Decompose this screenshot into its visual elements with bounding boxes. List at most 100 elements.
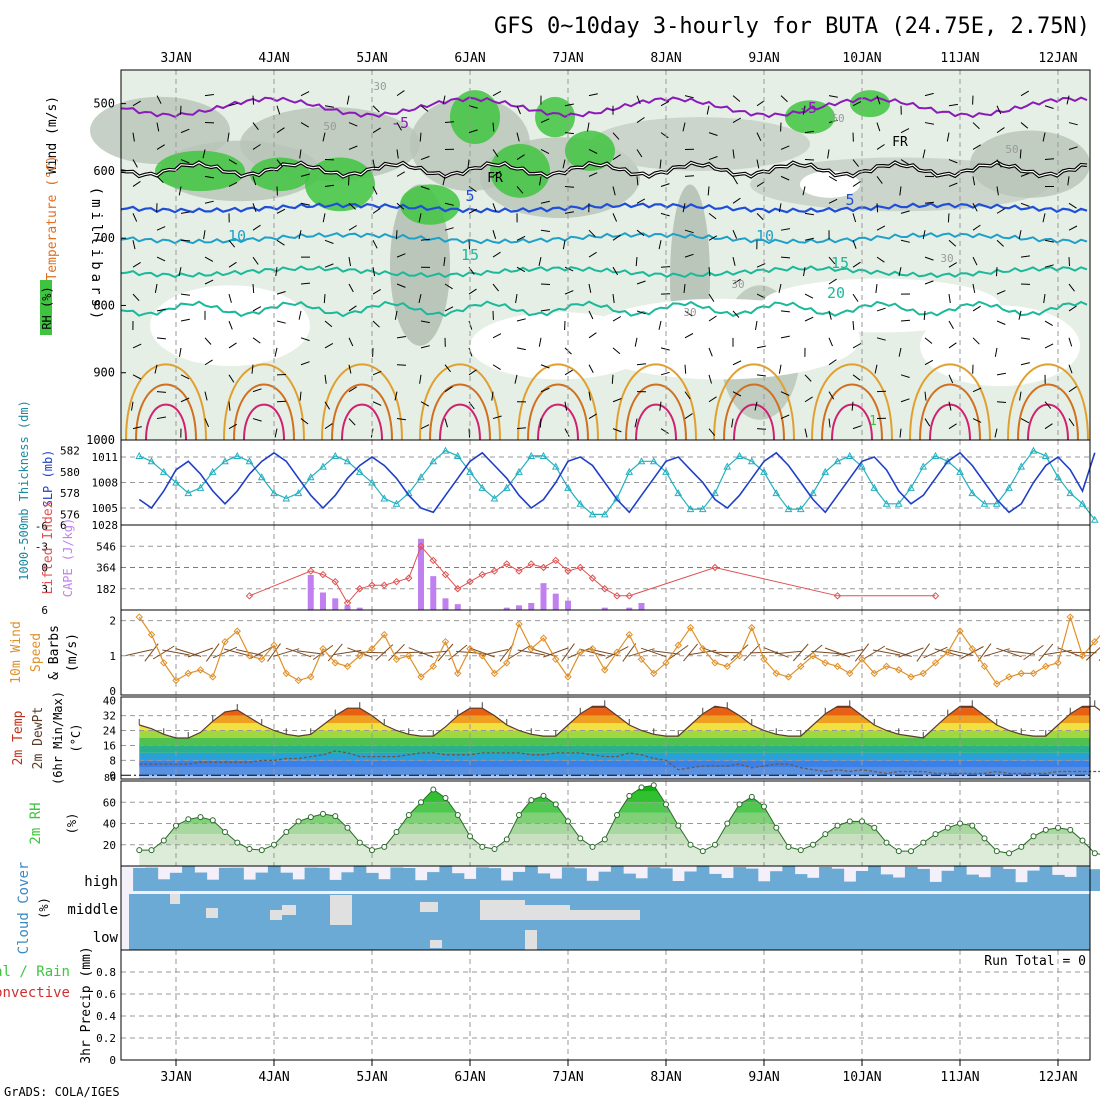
slp-axis-label: SLP (mb) [41, 450, 55, 508]
wind-point [429, 662, 437, 671]
wind-barb [300, 122, 309, 128]
li-point [601, 585, 609, 593]
wind-barb [756, 428, 767, 430]
cloud-bar-high [390, 867, 404, 891]
cloud-bar-high [341, 872, 355, 891]
cloud-level-label: high [84, 874, 118, 890]
wind-barb [612, 294, 615, 304]
wind-barb [300, 91, 310, 97]
wind-barb [144, 643, 159, 662]
wind-barb [1068, 122, 1078, 126]
temperature-contour-surface [733, 403, 775, 441]
profile-y-label: (millibars) [88, 187, 104, 324]
y-tick-label: 0.6 [96, 988, 116, 1001]
wind-barb [156, 95, 162, 104]
wind-barb [1042, 213, 1046, 223]
wind-point [564, 673, 572, 681]
wind-barb [179, 347, 182, 357]
thickness-point [600, 510, 609, 518]
temperature-contour-surface [723, 383, 785, 441]
wind-barb [1042, 132, 1046, 142]
wind-point [172, 676, 180, 685]
rh-point [944, 824, 951, 831]
wind-barb [468, 208, 478, 214]
wind-point [454, 669, 462, 678]
wind-barb [706, 105, 710, 115]
rh-point [381, 843, 388, 850]
wind-barb [250, 646, 274, 659]
wind-barb [539, 176, 542, 186]
wind-barb [296, 650, 325, 655]
wind-barb [396, 202, 405, 210]
wind-barb [1044, 239, 1054, 243]
wind-barb [252, 144, 261, 150]
series-lifted-index [249, 545, 936, 604]
wind-barb [708, 315, 717, 322]
li-point [356, 585, 364, 593]
wind-barb [348, 283, 354, 293]
thickness-point [135, 451, 144, 459]
thickness-point [784, 505, 793, 513]
wind-barb [948, 182, 958, 187]
wind-point [1078, 652, 1087, 660]
contour-label: 15 [461, 246, 479, 264]
wind-barb [132, 293, 140, 302]
rh-point [234, 839, 241, 846]
temp-band [139, 730, 1090, 738]
cloud-bar-high [157, 879, 171, 891]
wind-barb [408, 647, 434, 658]
y-tick-label: 24 [103, 725, 117, 738]
rh-band [139, 791, 1090, 803]
wind-point [870, 669, 878, 678]
cloud-axis-label: Cloud Cover [16, 862, 32, 955]
thickness-point [735, 451, 744, 459]
cape-bar [503, 607, 510, 610]
wind-barb [562, 240, 566, 250]
rh-high-fill [155, 150, 245, 192]
wind-point [319, 645, 327, 653]
wind-barb [540, 309, 550, 312]
temperature-contour-surface [341, 403, 383, 441]
wind-barb [732, 360, 742, 366]
wind-barb [538, 337, 542, 347]
temperature-contour-surface [909, 363, 991, 441]
wind-barb [1068, 283, 1075, 292]
wind-barb [228, 159, 237, 165]
wind-barb [996, 372, 1006, 376]
y-tick-label: 0 [109, 685, 116, 698]
x-tick-label-top: 12JAN [1038, 51, 1077, 66]
contour-label: 20 [827, 284, 845, 302]
temperature-contour-surface [537, 403, 579, 441]
rh-point [528, 797, 535, 804]
li-point [576, 563, 584, 572]
y-tick-label: 8 [109, 754, 116, 767]
wind-barb [634, 418, 638, 428]
wind-barb [948, 159, 958, 164]
wind-barb [324, 105, 334, 108]
wind-barb [228, 320, 233, 330]
wind-barb [492, 90, 502, 97]
thickness-point [637, 457, 646, 465]
wind-point [662, 659, 670, 667]
wind-barb [852, 101, 862, 107]
rh-band [139, 802, 1090, 813]
li-point [625, 592, 633, 600]
wind-barb [852, 343, 862, 349]
rh-point [650, 782, 657, 789]
wind-barb [622, 643, 637, 662]
wind-barb [468, 240, 471, 250]
cloud-bar-high [794, 874, 808, 891]
wind-barb [395, 230, 398, 240]
cloud-bar-high [770, 871, 783, 891]
wind-barb [996, 186, 999, 196]
cloud-clearing [282, 905, 296, 915]
wind-point [356, 652, 364, 660]
temperature-contour-surface [635, 403, 677, 441]
thickness-point [772, 489, 781, 497]
wind-barb [972, 176, 976, 186]
temperature-contour-surface [527, 383, 589, 441]
y-tick-label: 0.2 [96, 1032, 116, 1045]
cloud-bar-high [782, 866, 796, 891]
cape-bar [356, 607, 363, 610]
